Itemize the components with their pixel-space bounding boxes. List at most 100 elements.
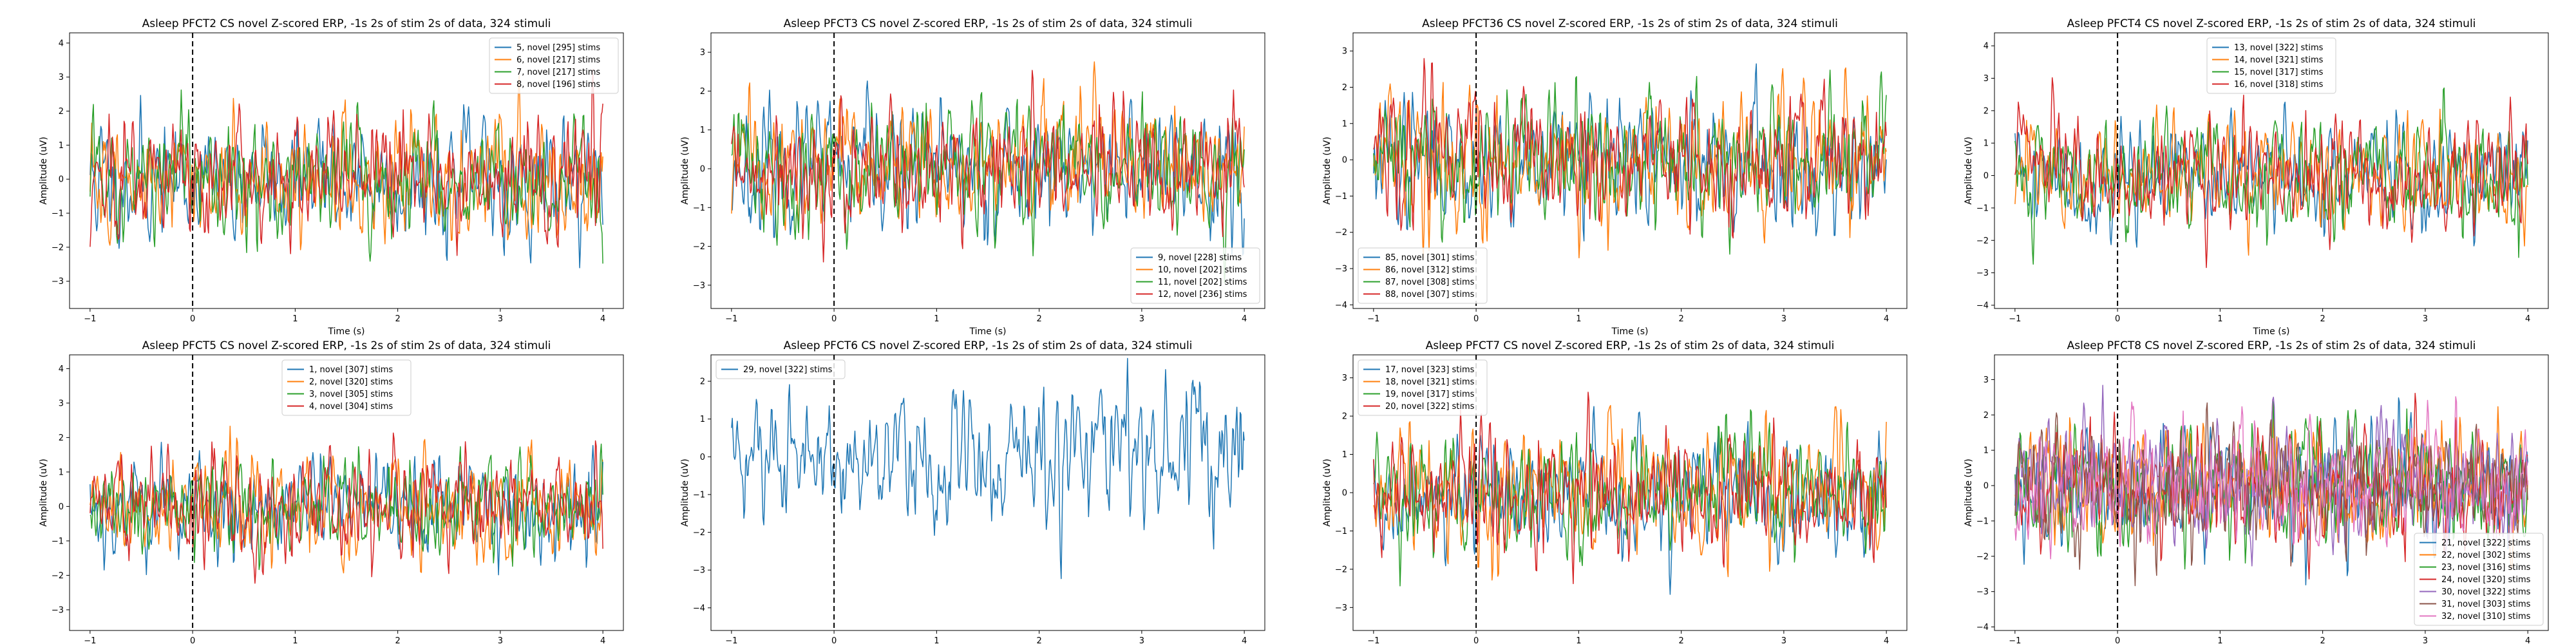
- x-tick-label: 2: [1678, 314, 1683, 324]
- series-line: [1373, 58, 1887, 239]
- x-tick-label: 0: [190, 636, 195, 644]
- x-tick-label: 4: [1884, 636, 1889, 644]
- series-line: [2014, 396, 2528, 560]
- x-tick-label: 2: [395, 314, 400, 324]
- y-tick-label: 1: [1984, 446, 1989, 456]
- legend-entry: 22, novel [302] stims: [2441, 551, 2531, 560]
- axes-frame: [1352, 32, 1908, 309]
- x-tick-label: 3: [1781, 314, 1786, 324]
- legend-entry: 5, novel [295] stims: [516, 43, 600, 53]
- legend-box: [281, 359, 412, 416]
- x-tick-label: 0: [1473, 636, 1479, 644]
- x-tick-label: 4: [2525, 636, 2530, 644]
- y-axis-label: Amplitude (uV): [1322, 459, 1332, 527]
- y-tick-label: 0: [59, 175, 64, 185]
- y-tick-label: −3: [1335, 603, 1347, 613]
- x-tick-label: 2: [395, 636, 400, 644]
- y-tick-label: −1: [693, 204, 705, 213]
- series-line: [90, 75, 603, 254]
- y-axis-label: Amplitude (uV): [39, 137, 49, 205]
- x-tick-label: 4: [2525, 314, 2530, 324]
- series-line: [731, 70, 1245, 263]
- legend-box: [2206, 37, 2336, 94]
- x-tick-label: −1: [1367, 636, 1379, 644]
- x-tick-label: 3: [1781, 636, 1786, 644]
- y-tick-label: −4: [1976, 623, 1989, 632]
- chart-panel: Asleep PFCT2 CS novel Z-scored ERP, -1s …: [39, 17, 624, 337]
- chart-title: Asleep PFCT4 CS novel Z-scored ERP, -1s …: [2067, 17, 2476, 30]
- y-tick-label: −3: [693, 281, 705, 290]
- y-tick-label: −3: [52, 605, 64, 615]
- x-axis-label: Time (s): [328, 327, 365, 337]
- x-tick-label: 0: [190, 314, 195, 324]
- y-tick-label: −1: [693, 490, 705, 500]
- y-tick-label: −1: [1976, 204, 1989, 213]
- legend-entry: 10, novel [202] stims: [1158, 265, 1247, 275]
- legend: 17, novel [323] stims 18, novel [321] sti…: [1358, 359, 1488, 416]
- legend-entry: 30, novel [322] stims: [2441, 587, 2531, 597]
- legend-entry: 1, novel [307] stims: [309, 365, 393, 375]
- series-line: [90, 425, 603, 574]
- y-tick-label: −2: [693, 242, 705, 252]
- axes-frame: [1994, 354, 2549, 631]
- y-tick-label: −1: [52, 209, 64, 219]
- chart-title: Asleep PFCT6 CS novel Z-scored ERP, -1s …: [784, 339, 1193, 352]
- chart-title: Asleep PFCT5 CS novel Z-scored ERP, -1s …: [142, 339, 551, 352]
- y-tick-label: 3: [59, 399, 64, 408]
- axes-frame: [1994, 32, 2549, 309]
- legend-entry: 14, novel [321] stims: [2234, 55, 2324, 65]
- y-tick-label: −2: [693, 528, 705, 538]
- y-tick-label: 4: [59, 39, 64, 48]
- legend-entry: 24, novel [320] stims: [2441, 575, 2531, 585]
- y-tick-label: −2: [1335, 565, 1347, 574]
- y-tick-label: 0: [700, 453, 705, 462]
- legend-entry: 21, novel [322] stims: [2441, 538, 2531, 548]
- x-tick-label: 3: [498, 314, 503, 324]
- series-line: [1373, 392, 1887, 585]
- y-tick-label: 2: [59, 433, 64, 443]
- legend-entry: 13, novel [322] stims: [2234, 43, 2324, 53]
- chart-panel: Asleep PFCT4 CS novel Z-scored ERP, -1s …: [1964, 17, 2549, 337]
- y-tick-label: 2: [700, 87, 705, 97]
- y-tick-label: 1: [700, 415, 705, 424]
- y-tick-label: 0: [700, 164, 705, 174]
- y-tick-label: 2: [1342, 412, 1347, 422]
- x-tick-label: 1: [934, 314, 939, 324]
- x-tick-label: 4: [1242, 636, 1247, 644]
- y-tick-label: −2: [52, 243, 64, 252]
- x-tick-label: 2: [2320, 636, 2325, 644]
- y-tick-label: 2: [1984, 411, 1989, 421]
- x-tick-label: 0: [831, 314, 837, 324]
- legend-entry: 23, novel [316] stims: [2441, 563, 2531, 573]
- y-tick-label: 1: [700, 126, 705, 135]
- y-axis-label: Amplitude (uV): [1322, 137, 1332, 205]
- x-axis-label: Time (s): [2253, 327, 2290, 337]
- y-tick-label: 0: [59, 502, 64, 512]
- x-tick-label: 1: [292, 314, 298, 324]
- y-tick-label: 1: [1342, 119, 1347, 129]
- y-tick-label: −4: [1335, 301, 1347, 310]
- x-tick-label: −1: [2009, 636, 2021, 644]
- legend-entry: 6, novel [217] stims: [516, 55, 600, 65]
- chart-title: Asleep PFCT3 CS novel Z-scored ERP, -1s …: [784, 17, 1193, 30]
- y-tick-label: 1: [59, 468, 64, 477]
- y-tick-label: 1: [1342, 450, 1347, 460]
- axes-frame: [710, 32, 1265, 309]
- y-tick-label: −2: [1976, 236, 1989, 246]
- y-tick-label: −3: [1335, 265, 1347, 274]
- series-line: [90, 69, 603, 256]
- y-tick-label: −3: [52, 277, 64, 287]
- y-axis-label: Amplitude (uV): [1964, 137, 1974, 205]
- y-tick-label: −1: [1976, 516, 1989, 526]
- y-tick-label: 4: [1984, 42, 1989, 52]
- chart-panel: Asleep PFCT6 CS novel Z-scored ERP, -1s …: [680, 339, 1265, 644]
- legend-entry: 32, novel [310] stims: [2441, 612, 2531, 621]
- legend: 21, novel [322] stims 22, novel [302] sti…: [2414, 533, 2544, 626]
- legend-entry: 85, novel [301] stims: [1385, 253, 1475, 263]
- y-tick-label: 0: [1984, 482, 1989, 491]
- x-tick-label: 3: [2423, 636, 2428, 644]
- legend-entry: 3, novel [305] stims: [309, 390, 393, 399]
- y-tick-label: 0: [1984, 171, 1989, 181]
- y-axis-label: Amplitude (uV): [680, 459, 690, 527]
